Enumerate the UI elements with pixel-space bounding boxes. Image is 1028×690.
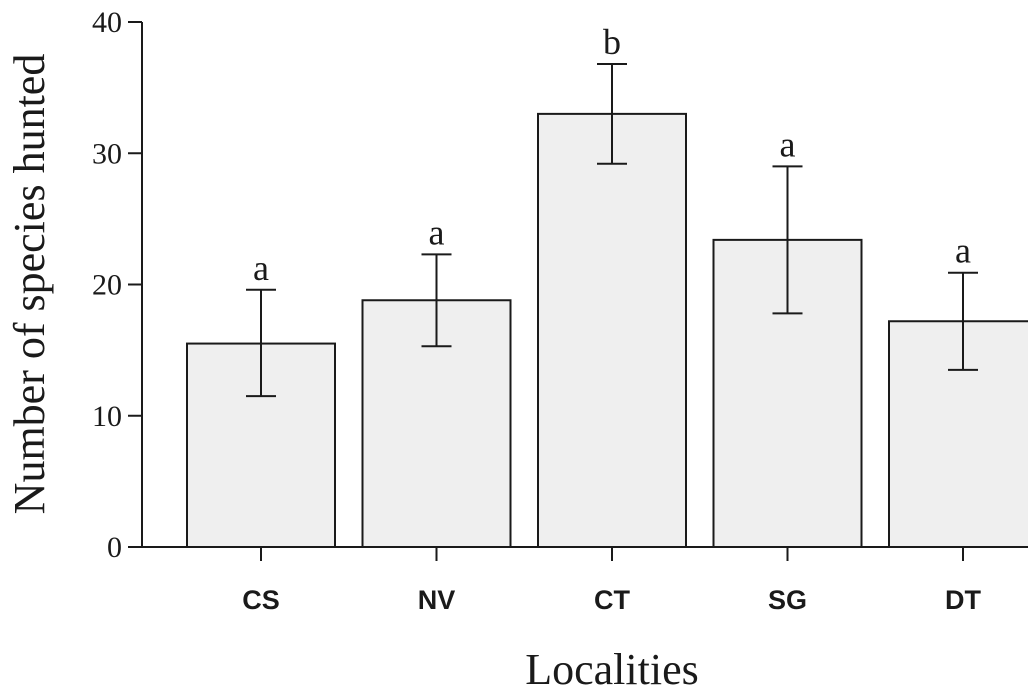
x-ticks-group: CS NV CT SG DT — [242, 547, 981, 615]
significance-letter-dt: a — [955, 231, 971, 271]
significance-letter-ct: b — [603, 22, 621, 62]
y-tick-label-0: 0 — [107, 531, 122, 564]
y-ticks-group: 0 10 20 30 40 — [92, 6, 142, 564]
x-tick-label-dt: DT — [945, 585, 981, 615]
bars-group — [186, 112, 1028, 548]
x-tick-label-sg: SG — [768, 585, 807, 615]
significance-letter-sg: a — [780, 124, 796, 164]
error-bars-group — [246, 63, 978, 398]
significance-letters-group: a a b a a — [253, 22, 971, 288]
y-tick-label-40: 40 — [92, 6, 122, 39]
x-axis-label: Localities — [525, 645, 699, 690]
significance-letter-cs: a — [253, 248, 269, 288]
x-tick-label-cs: CS — [242, 585, 280, 615]
significance-letter-nv: a — [429, 212, 445, 252]
bar-ct — [537, 112, 687, 548]
x-tick-label-nv: NV — [418, 585, 456, 615]
bar-dt — [888, 320, 1028, 548]
y-tick-label-20: 20 — [92, 269, 122, 302]
y-tick-label-10: 10 — [92, 400, 122, 433]
y-axis-label: Number of species hunted — [5, 54, 54, 515]
y-tick-label-30: 30 — [92, 137, 122, 170]
x-tick-label-ct: CT — [594, 585, 630, 615]
